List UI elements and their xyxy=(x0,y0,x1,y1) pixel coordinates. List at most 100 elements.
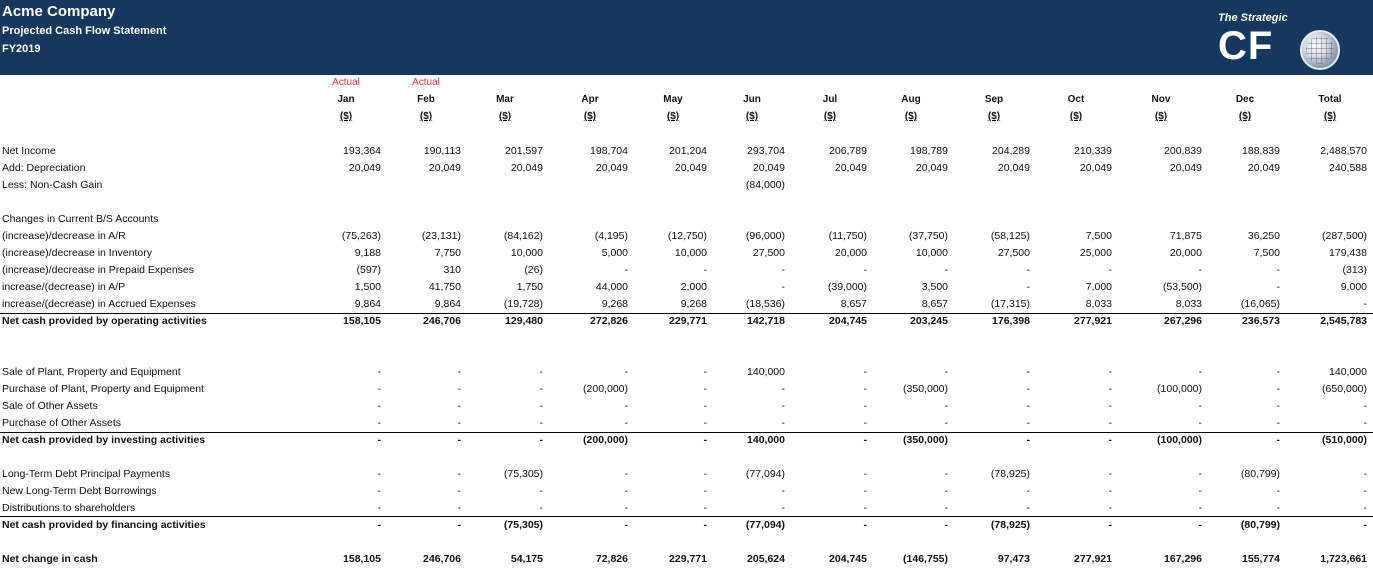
table-cell: 8,657 xyxy=(921,298,948,310)
table-cell: - xyxy=(1108,502,1113,514)
table-cell: 293,704 xyxy=(747,145,785,157)
table-cell: 20,049 xyxy=(1079,162,1112,174)
table-cell: 54,175 xyxy=(510,553,543,565)
operating-total-rule xyxy=(0,313,1373,314)
table-cell: - xyxy=(1108,366,1113,378)
table-cell: - xyxy=(863,434,868,446)
column-header-unit: ($) xyxy=(583,111,597,122)
column-header-month: Nov xyxy=(1151,94,1171,105)
table-cell: (18,536) xyxy=(745,298,785,310)
table-cell: - xyxy=(377,434,382,446)
table-cell: - xyxy=(539,400,544,412)
table-cell: - xyxy=(944,264,949,276)
table-cell: - xyxy=(457,434,462,446)
table-cell: (287,500) xyxy=(1322,230,1367,242)
table-cell: 36,250 xyxy=(1247,230,1280,242)
table-cell: - xyxy=(781,502,786,514)
table-cell: 229,771 xyxy=(669,553,707,565)
table-cell: 44,000 xyxy=(595,281,628,293)
table-row: increase/(decrease) in A/P 1,500 41,750 1,7… xyxy=(0,279,1373,296)
table-cell: - xyxy=(377,485,382,497)
table-cell: 20,000 xyxy=(834,247,867,259)
table-cell: (96,000) xyxy=(745,230,785,242)
table-cell: - xyxy=(457,502,462,514)
table-cell: - xyxy=(703,468,708,480)
table-cell: 188,839 xyxy=(1242,145,1280,157)
table-cell: - xyxy=(624,502,629,514)
column-header-unit: ($) xyxy=(823,111,837,122)
row-label: Purchase of Other Assets xyxy=(2,417,122,429)
table-cell: 205,624 xyxy=(747,553,785,565)
table-cell: 9,000 xyxy=(1340,281,1367,293)
row-label: (increase)/decrease in Prepaid Expenses xyxy=(2,264,195,276)
table-cell: 20,049 xyxy=(428,162,461,174)
table-cell: 2,000 xyxy=(680,281,707,293)
table-cell: - xyxy=(703,485,708,497)
globe-icon xyxy=(1300,30,1340,70)
table-cell: - xyxy=(703,434,708,446)
table-cell: 200,839 xyxy=(1164,145,1202,157)
table-cell: - xyxy=(944,366,949,378)
table-cell: 97,473 xyxy=(997,553,1030,565)
table-cell: - xyxy=(781,383,786,395)
table-cell: - xyxy=(1108,264,1113,276)
table-row: Less: Non-Cash Gain (84,000) xyxy=(0,177,1373,194)
table-row: Add: Depreciation 20,049 20,049 20,049 20,04… xyxy=(0,160,1373,177)
table-cell: (200,000) xyxy=(583,383,628,395)
table-cell: 20,049 xyxy=(1169,162,1202,174)
table-cell: 25,000 xyxy=(1079,247,1112,259)
column-header-unit: ($) xyxy=(339,111,353,122)
table-cell: - xyxy=(624,417,629,429)
actual-label: Actual xyxy=(412,77,440,88)
table-cell: - xyxy=(377,383,382,395)
column-header-unit: ($) xyxy=(904,111,918,122)
table-cell: - xyxy=(539,383,544,395)
table-cell: (84,000) xyxy=(745,179,785,191)
table-row: increase/(decrease) in Accrued Expenses 9… xyxy=(0,296,1373,313)
report-title: Projected Cash Flow Statement xyxy=(2,25,167,37)
table-row: Net Income 193,364 190,113 201,597 198,704 20… xyxy=(0,143,1373,160)
column-header-unit: ($) xyxy=(419,111,433,122)
table-cell: - xyxy=(863,400,868,412)
table-cell: 206,789 xyxy=(829,145,867,157)
table-cell: - xyxy=(1108,468,1113,480)
table-cell: 1,750 xyxy=(516,281,543,293)
table-cell: (597) xyxy=(356,264,381,276)
table-cell: (100,000) xyxy=(1157,383,1202,395)
table-cell: (58,125) xyxy=(990,230,1030,242)
table-cell: (350,000) xyxy=(903,434,948,446)
table-cell: 129,480 xyxy=(505,315,543,327)
table-cell: (200,000) xyxy=(583,434,628,446)
column-header-unit: ($) xyxy=(666,111,680,122)
table-cell: 10,000 xyxy=(674,247,707,259)
table-cell: - xyxy=(457,468,462,480)
table-cell: 198,704 xyxy=(590,145,628,157)
table-cell: - xyxy=(539,502,544,514)
table-cell: - xyxy=(1108,485,1113,497)
table-cell: 9,864 xyxy=(354,298,381,310)
table-cell: - xyxy=(1198,485,1203,497)
table-cell: 8,033 xyxy=(1175,298,1202,310)
table-cell: 158,105 xyxy=(343,553,381,565)
table-cell: (4,195) xyxy=(594,230,628,242)
table-cell: - xyxy=(1026,502,1031,514)
table-cell: (23,131) xyxy=(421,230,461,242)
table-cell: - xyxy=(1026,417,1031,429)
table-cell: 9,188 xyxy=(354,247,381,259)
table-cell: (77,094) xyxy=(745,468,785,480)
table-cell: 193,364 xyxy=(343,145,381,157)
table-cell: - xyxy=(1026,281,1031,293)
table-cell: - xyxy=(1026,366,1031,378)
column-header-month: Jul xyxy=(822,94,838,105)
row-label: New Long-Term Debt Borrowings xyxy=(2,485,157,497)
table-cell: - xyxy=(539,485,544,497)
table-cell: - xyxy=(457,485,462,497)
table-row: (increase)/decrease in Inventory 9,188 7,7… xyxy=(0,245,1373,262)
row-label: (increase)/decrease in Inventory xyxy=(2,247,152,259)
table-cell: - xyxy=(1108,400,1113,412)
table-row: Changes in Current B/S Accounts xyxy=(0,211,1373,228)
table-cell: - xyxy=(457,417,462,429)
table-cell: - xyxy=(1198,366,1203,378)
table-cell: (53,500) xyxy=(1162,281,1202,293)
table-cell: 246,706 xyxy=(423,553,461,565)
